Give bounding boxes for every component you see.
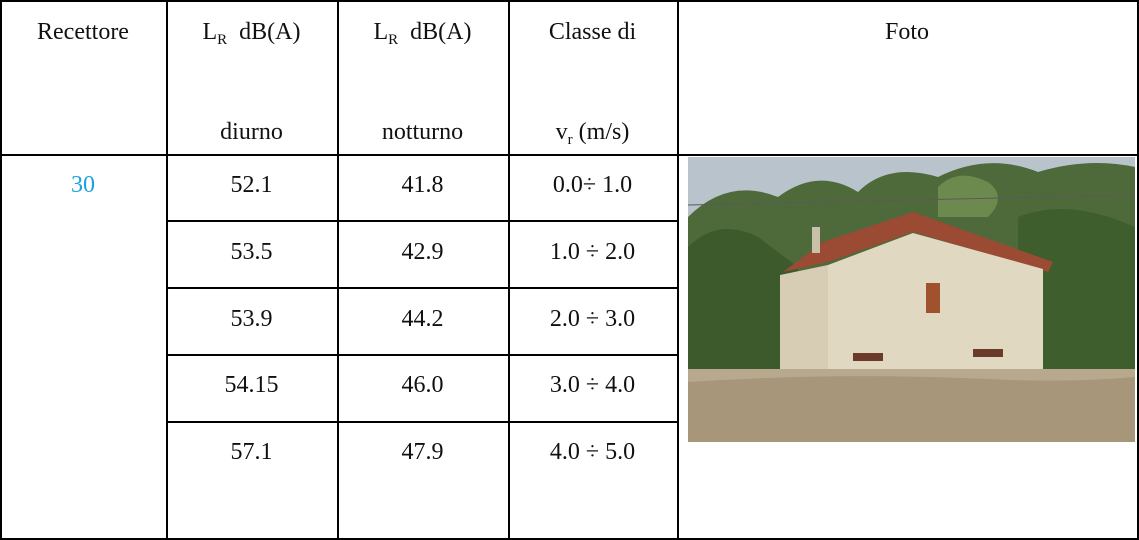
border <box>508 0 510 540</box>
unit: dB(A) <box>410 19 472 45</box>
table-cell: 47.9 <box>401 439 444 465</box>
table-cell: 53.9 <box>230 306 273 332</box>
unit: (m/s) <box>578 119 630 145</box>
symbol: L <box>202 19 218 45</box>
table-cell: 0.0÷ 1.0 <box>552 172 633 198</box>
photo <box>688 157 1135 442</box>
border <box>166 287 678 289</box>
table-cell: 4.0 ÷ 5.0 <box>549 439 636 465</box>
border <box>166 354 678 356</box>
table-cell: 3.0 ÷ 4.0 <box>549 372 636 398</box>
header-cell: LR dB(A) <box>166 17 337 55</box>
header-text: Foto <box>884 19 929 45</box>
border <box>0 0 2 540</box>
subscript: R <box>388 32 399 48</box>
header-cell: Recettore <box>0 17 166 47</box>
symbol: L <box>373 19 389 45</box>
border <box>677 0 679 540</box>
receptor-id: 30 <box>71 172 95 198</box>
border <box>166 220 678 222</box>
subscript: R <box>217 32 228 48</box>
header-cell: notturno <box>337 117 508 147</box>
border <box>0 154 1139 156</box>
table-cell: 2.0 ÷ 3.0 <box>549 306 636 332</box>
table-cell: 57.1 <box>230 439 273 465</box>
table-cell: 42.9 <box>401 239 444 265</box>
table-cell: 52.1 <box>230 172 273 198</box>
table-cell: 44.2 <box>401 306 444 332</box>
border <box>166 421 678 423</box>
header-cell: diurno <box>166 117 337 147</box>
border <box>0 538 1139 540</box>
border <box>0 0 1139 2</box>
header-cell: Classe di <box>508 17 677 47</box>
subscript: r <box>567 132 573 148</box>
header-text: Classe di <box>548 19 637 45</box>
table-cell: 41.8 <box>401 172 444 198</box>
border <box>1137 0 1139 540</box>
table-cell: 1.0 ÷ 2.0 <box>549 239 636 265</box>
table-cell: 46.0 <box>401 372 444 398</box>
unit: dB(A) <box>239 19 301 45</box>
table-cell: 54.15 <box>224 372 279 398</box>
header-text: Recettore <box>37 19 129 45</box>
symbol: v <box>555 119 568 145</box>
border <box>337 0 339 540</box>
header-cell: LR dB(A) <box>337 17 508 55</box>
header-text: diurno <box>220 119 283 145</box>
header-cell: Foto <box>677 17 1137 47</box>
border <box>166 0 168 540</box>
header-cell: vr (m/s) <box>508 117 677 155</box>
header-text: notturno <box>381 119 464 145</box>
table-cell: 53.5 <box>230 239 273 265</box>
